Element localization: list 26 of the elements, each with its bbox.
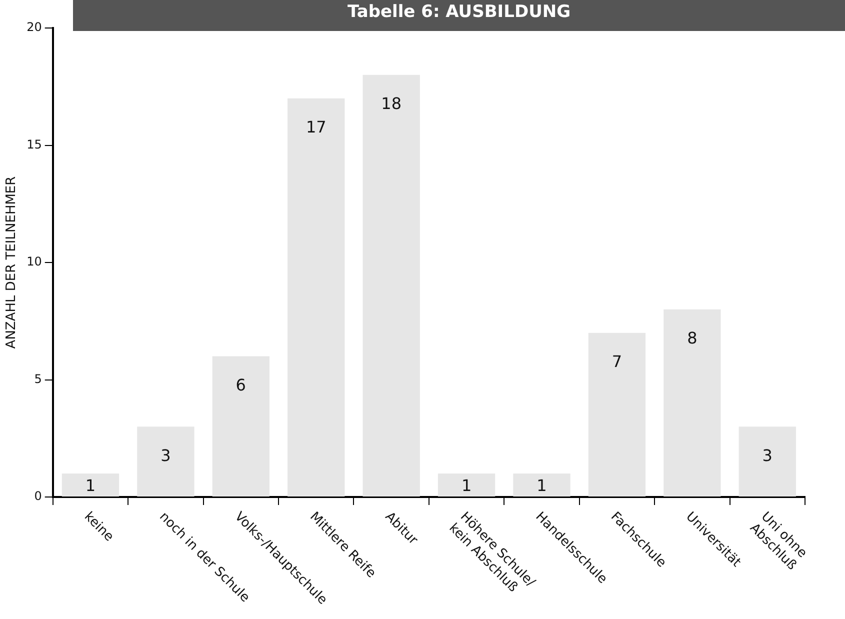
y-tick-label: 5	[34, 372, 42, 386]
data-label: 1	[536, 476, 547, 496]
bar	[137, 426, 194, 496]
data-label: 3	[160, 446, 171, 465]
y-tick-label: 15	[26, 137, 42, 152]
bar	[212, 356, 270, 496]
data-label: 7	[612, 352, 622, 372]
data-label: 3	[762, 446, 772, 465]
bar	[664, 309, 721, 496]
data-label: 8	[687, 328, 698, 348]
y-tick-label: 0	[34, 489, 42, 504]
bar	[362, 74, 420, 496]
data-label: 1	[85, 476, 96, 496]
bar	[62, 474, 120, 496]
bar	[588, 332, 646, 496]
bar	[438, 474, 496, 496]
y-axis-title: ANZAHL DER TEILNEHMER	[4, 176, 20, 349]
bar	[513, 474, 570, 496]
bar	[288, 98, 345, 496]
bar	[738, 426, 796, 496]
data-label: 17	[306, 118, 326, 137]
data-label: 18	[381, 94, 402, 114]
y-tick-label: 10	[26, 254, 42, 269]
data-label: 6	[236, 375, 246, 394]
y-tick-label: 20	[26, 20, 42, 34]
data-label: 1	[461, 476, 472, 496]
